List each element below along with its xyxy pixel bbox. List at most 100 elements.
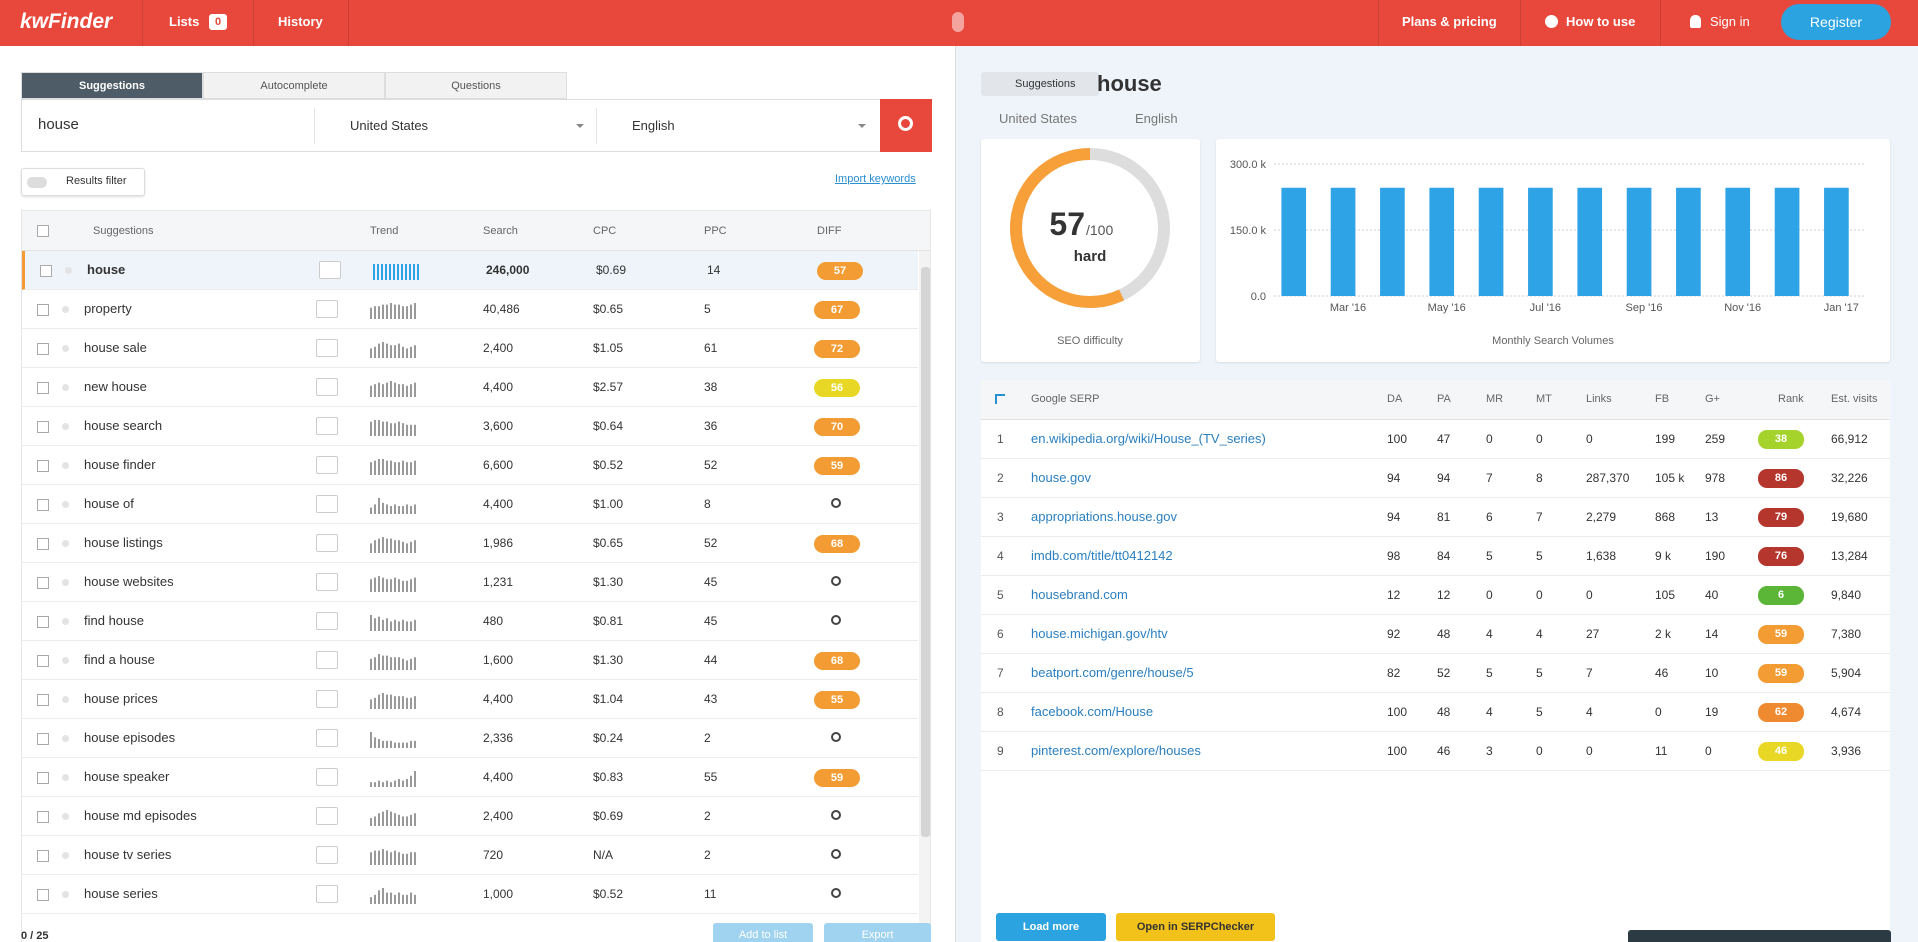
keyword-row[interactable]: new house 4,400 $2.57 38 56 [22,368,918,407]
location-select[interactable]: United States [350,118,429,133]
keyword-row[interactable]: house websites 1,231 $1.30 45 [22,563,918,602]
keyword-row[interactable]: find a house 1,600 $1.30 44 68 [22,641,918,680]
tab[interactable]: Suggestions [21,72,203,99]
checkbox[interactable] [37,304,49,316]
keyword-row[interactable]: house md episodes 2,400 $0.69 2 [22,797,918,836]
lookup-icon[interactable] [831,498,841,508]
export[interactable]: Export [824,923,931,942]
y-tick-label: 150.0 k [1230,225,1267,237]
share-button[interactable] [316,729,338,747]
keyword-row[interactable]: property 40,486 $0.65 5 67 [22,290,918,329]
keyword-row[interactable]: house prices 4,400 $1.04 43 55 [22,680,918,719]
url[interactable]: house.michigan.gov/htv [1031,626,1168,641]
trend-bar [374,504,376,514]
keyword-row[interactable]: house episodes 2,336 $0.24 2 [22,719,918,758]
add-to-list[interactable]: Add to list [713,923,813,942]
share-button[interactable] [316,339,338,357]
trend-bar [374,306,376,319]
share-button[interactable] [319,261,341,279]
nav-signin[interactable]: Sign in [1710,14,1750,29]
share-button[interactable] [316,534,338,552]
checkbox[interactable] [37,538,49,550]
url[interactable]: house.gov [1031,470,1091,485]
tab[interactable]: Autocomplete [203,72,385,99]
checkbox[interactable] [37,694,49,706]
checkbox[interactable] [37,382,49,394]
keyword-row[interactable]: house listings 1,986 $0.65 52 68 [22,524,918,563]
nav-lists[interactable]: Lists [169,14,200,29]
checkbox[interactable] [40,265,52,277]
checkbox[interactable] [37,577,49,589]
checkbox[interactable] [37,850,49,862]
metric: 19 [1705,705,1719,719]
url[interactable]: imdb.com/title/tt0412142 [1031,548,1173,563]
register-button[interactable]: Register [1781,4,1891,40]
checkbox[interactable] [37,811,49,823]
lookup-icon[interactable] [831,849,841,859]
share-button[interactable] [316,495,338,513]
trend-bar [402,460,404,475]
star [62,384,69,391]
keyword-row[interactable]: house search 3,600 $0.64 36 70 [22,407,918,446]
trend-bar [386,780,388,787]
share-button[interactable] [316,807,338,825]
url[interactable]: pinterest.com/explore/houses [1031,743,1201,758]
url[interactable]: housebrand.com [1031,587,1128,602]
keyword-row[interactable]: house series 1,000 $0.52 11 [22,875,918,914]
nav-pricing[interactable]: Plans & pricing [1402,14,1497,29]
share-button[interactable] [316,612,338,630]
lookup-icon[interactable] [831,888,841,898]
checkbox[interactable] [37,772,49,784]
share-button[interactable] [316,846,338,864]
checkbox[interactable] [37,616,49,628]
lookup-icon[interactable] [831,615,841,625]
trend-bar [394,462,396,475]
tab[interactable]: Questions [385,72,567,99]
checkbox[interactable] [37,421,49,433]
url[interactable]: en.wikipedia.org/wiki/House_(TV_series) [1031,431,1266,446]
nav-how[interactable]: How to use [1566,14,1636,29]
url[interactable]: facebook.com/House [1031,704,1154,719]
checkbox[interactable] [37,460,49,472]
search-button[interactable] [880,99,932,152]
keyword-row[interactable]: house sale 2,400 $1.05 61 72 [22,329,918,368]
share-button[interactable] [316,885,338,903]
checkbox[interactable] [37,499,49,511]
keyword-row[interactable]: house speaker 4,400 $0.83 55 59 [22,758,918,797]
share-button[interactable] [316,573,338,591]
language-select[interactable]: English [632,118,675,133]
checkbox[interactable] [37,655,49,667]
trend-bar [386,892,388,904]
share-button[interactable] [316,768,338,786]
open-serpchecker[interactable]: Open in SERPChecker [1116,913,1275,941]
trend [370,381,416,397]
share-button[interactable] [316,417,338,435]
share-button[interactable] [316,378,338,396]
keyword-row[interactable]: house finder 6,600 $0.52 52 59 [22,446,918,485]
nav-history[interactable]: History [278,14,323,29]
keyword-row[interactable]: house 246,000 $0.69 14 57 [22,251,918,290]
keyword-row[interactable]: find house 480 $0.81 45 [22,602,918,641]
lookup-icon[interactable] [831,576,841,586]
keyword-row[interactable]: house of 4,400 $1.00 8 [22,485,918,524]
trend-bar [398,621,400,631]
trend [370,537,416,553]
share-button[interactable] [316,456,338,474]
lookup-icon[interactable] [831,810,841,820]
url[interactable]: appropriations.house.gov [1031,509,1177,524]
trend-bar [386,810,388,826]
share-button[interactable] [316,690,338,708]
share-button[interactable] [316,300,338,318]
load-more[interactable]: Load more [996,913,1106,941]
results-filter[interactable]: Results filter [21,168,145,196]
keyword-input[interactable]: house [38,116,79,133]
checkbox[interactable] [37,889,49,901]
import-keywords[interactable]: Import keywords [835,173,916,185]
keyword-row[interactable]: house tv series 720 N/A 2 [22,836,918,875]
checkbox[interactable] [37,343,49,355]
url[interactable]: beatport.com/genre/house/5 [1031,665,1194,680]
checkbox[interactable] [37,733,49,745]
lookup-icon[interactable] [831,732,841,742]
share-button[interactable] [316,651,338,669]
trend-bar [410,506,412,514]
